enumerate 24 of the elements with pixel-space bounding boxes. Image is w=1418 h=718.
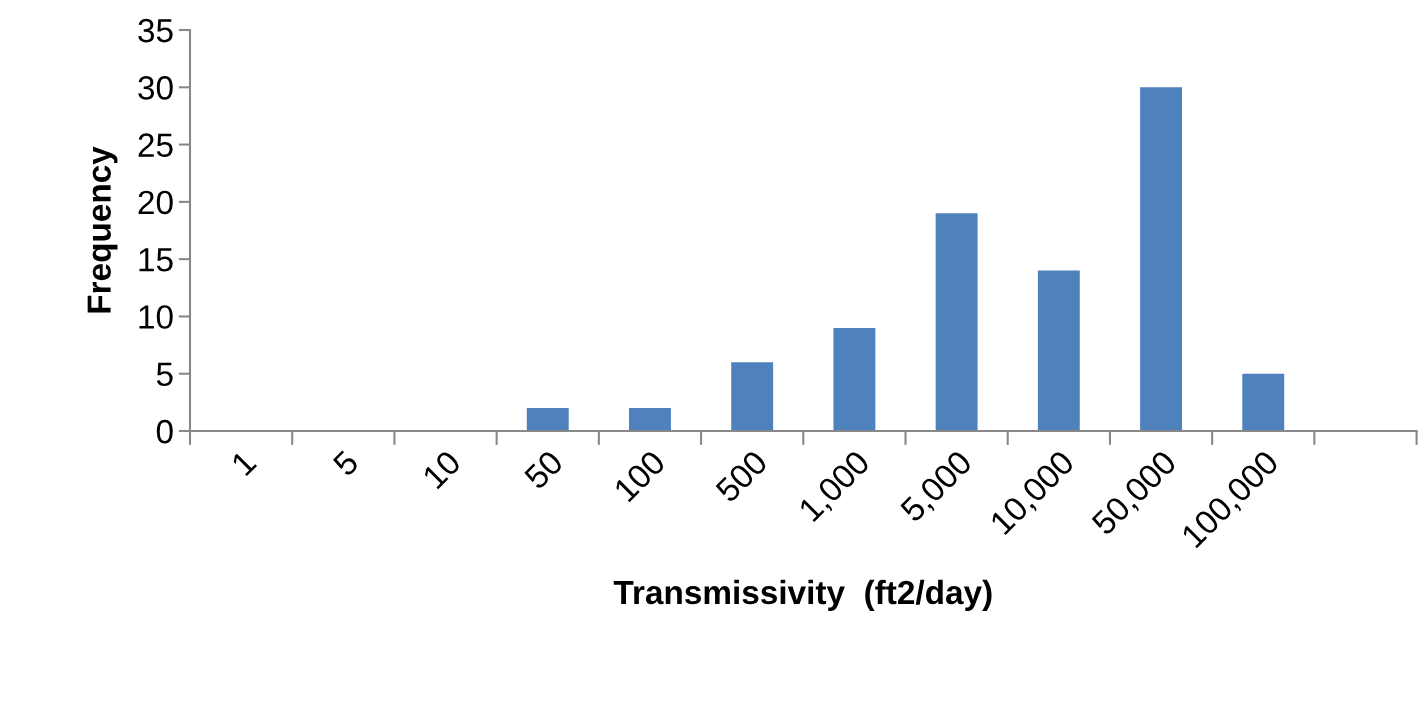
- x-axis-title: Transmissivity (ft2/day): [613, 579, 992, 611]
- bar: [1242, 373, 1285, 431]
- bar: [1140, 87, 1182, 431]
- bar: [833, 327, 876, 431]
- x-tick-label: 50: [523, 449, 565, 491]
- x-tick-label: 100: [613, 449, 667, 503]
- x-tick-label: 1: [230, 449, 258, 477]
- x-tick-label: 5: [332, 449, 360, 478]
- bar: [629, 408, 671, 431]
- y-tick-label: 5: [156, 362, 173, 387]
- y-tick-label: 30: [138, 76, 173, 100]
- bar: [731, 362, 774, 431]
- bar: [935, 213, 978, 431]
- bar: [1037, 270, 1080, 431]
- y-tick-label: 10: [139, 305, 173, 329]
- x-tick-label: 500: [714, 449, 769, 504]
- y-axis-title: Frequency: [87, 146, 118, 313]
- y-tick-label: 35: [138, 18, 173, 43]
- x-tick-label: 10: [421, 449, 462, 490]
- y-tick-label: 25: [138, 133, 173, 157]
- bar: [526, 408, 569, 431]
- y-tick-label: 20: [138, 190, 173, 215]
- y-tick-label: 0: [156, 419, 173, 444]
- y-tick-label: 15: [139, 248, 173, 272]
